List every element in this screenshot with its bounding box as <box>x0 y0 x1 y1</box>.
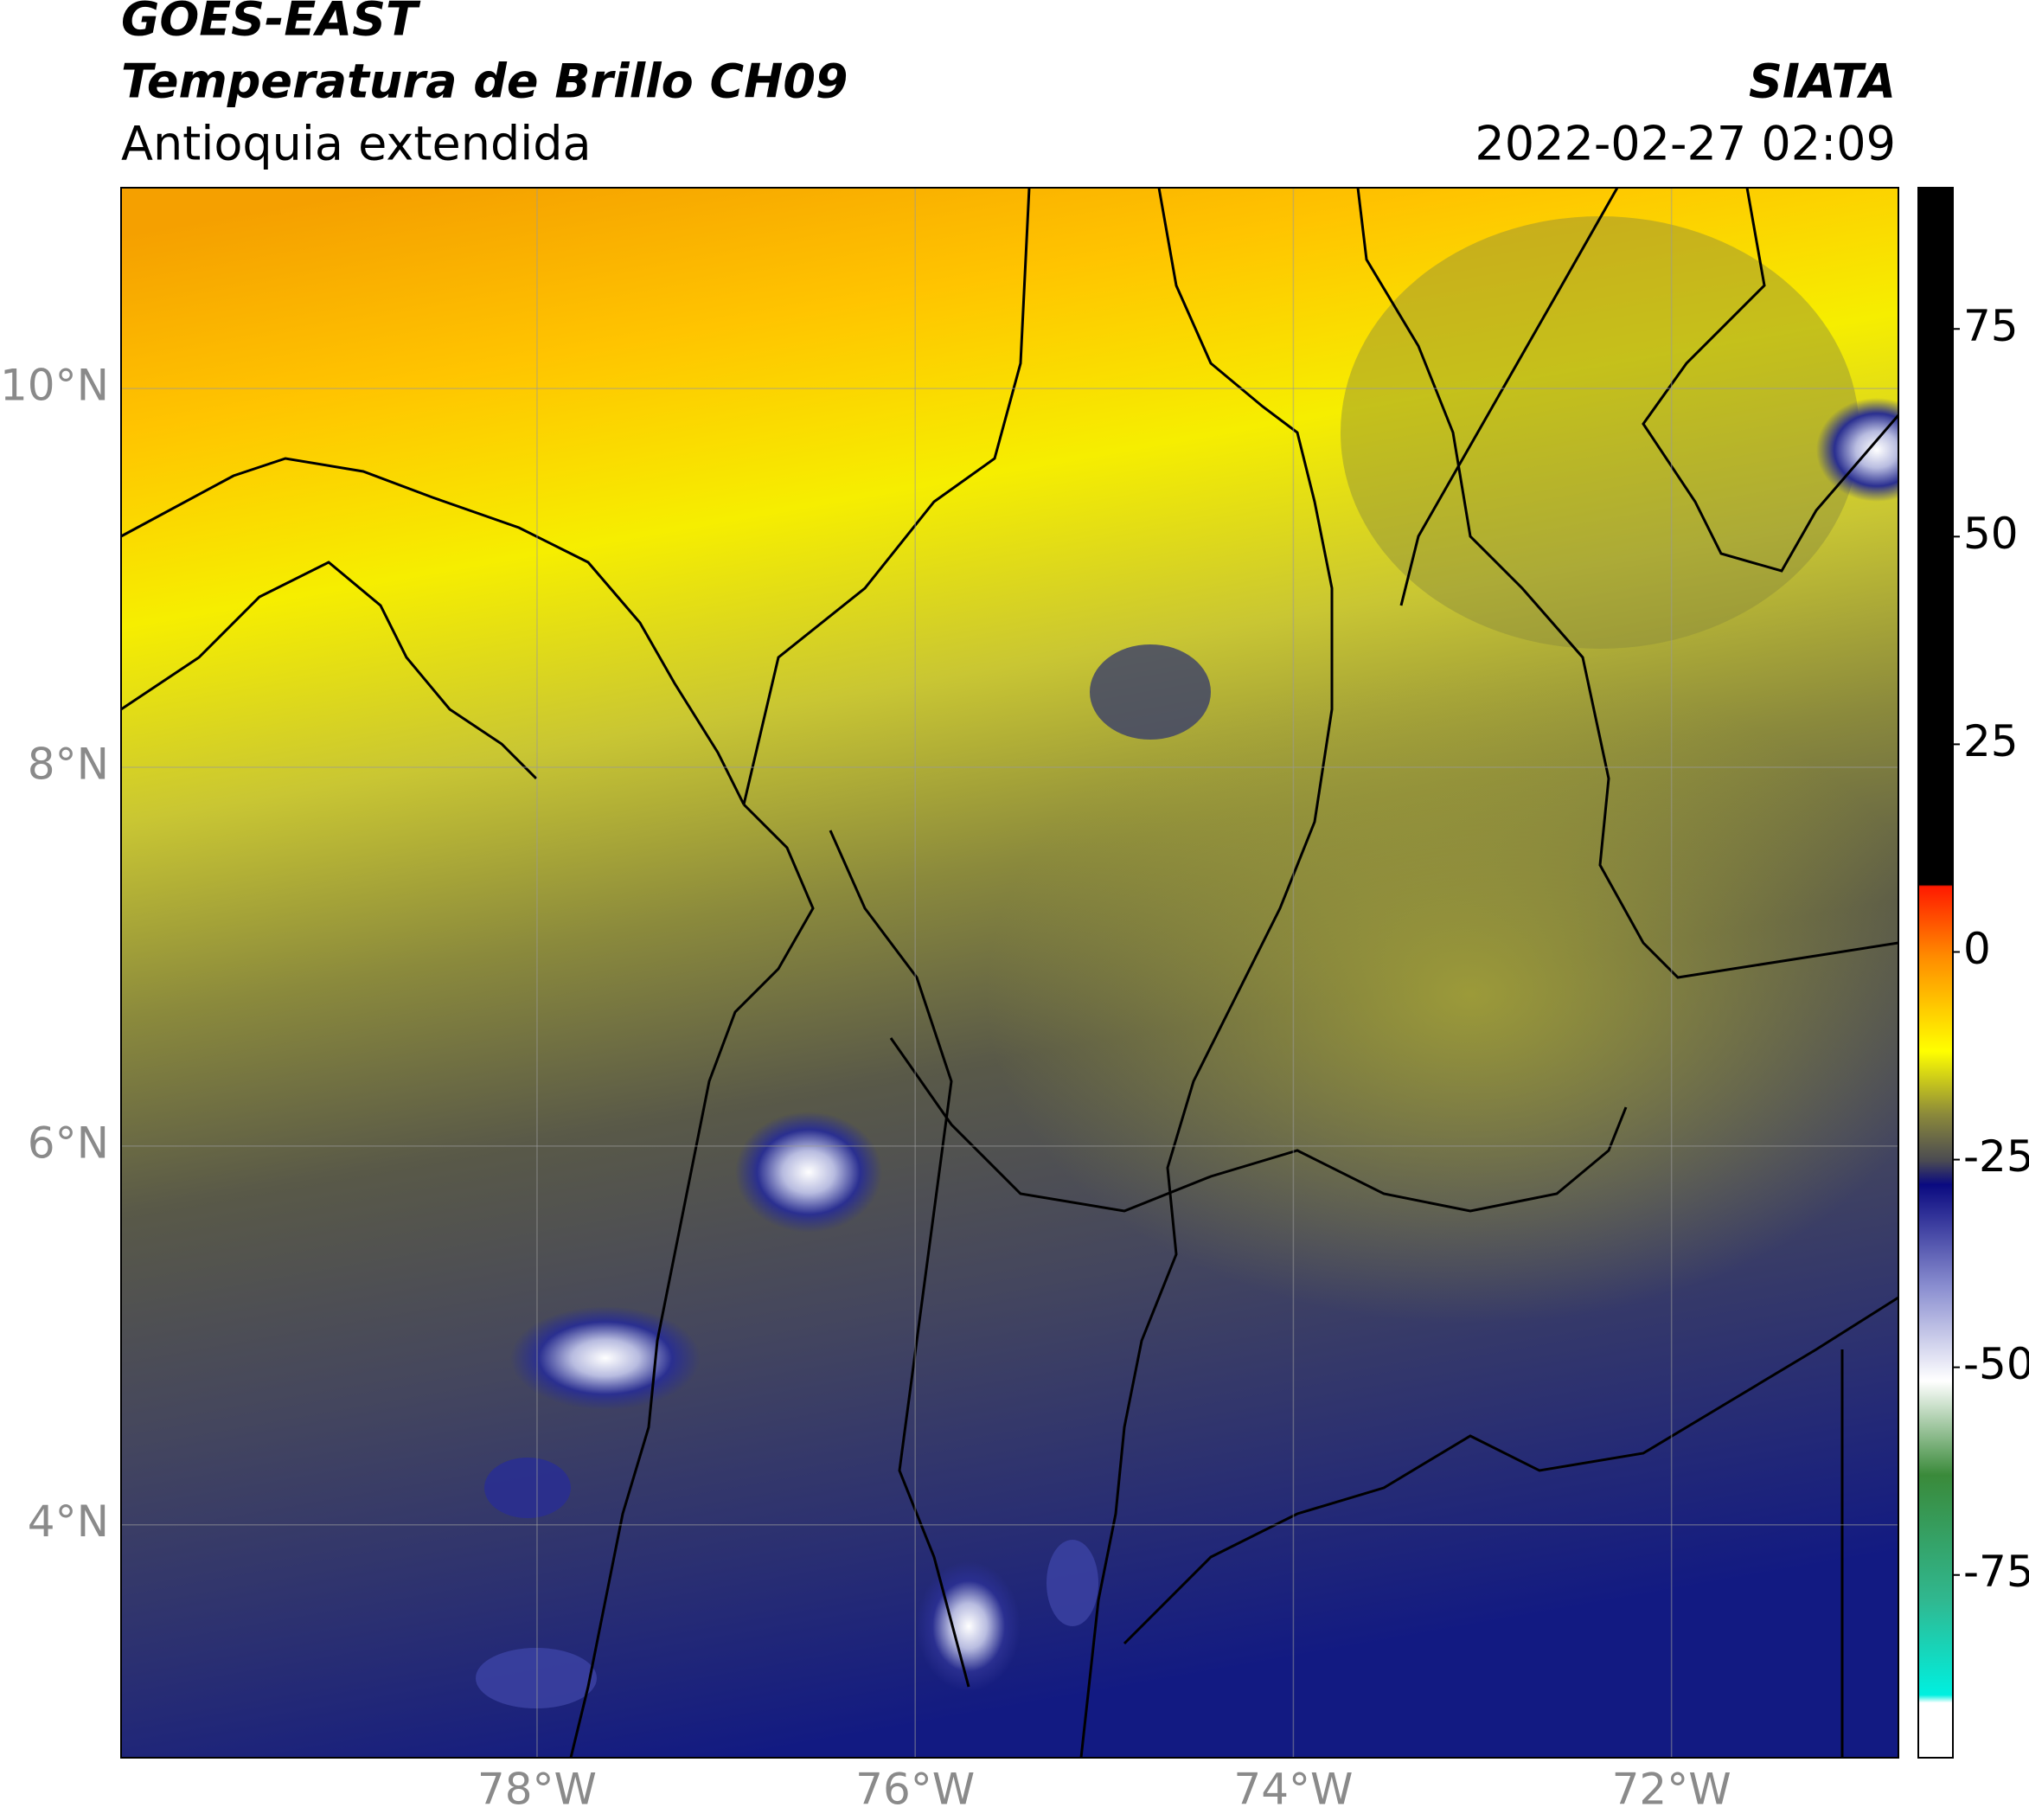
cold-cell <box>1090 644 1211 740</box>
source: SIATA <box>1749 54 1896 109</box>
y-tick-label: 6°N <box>28 1118 109 1168</box>
colorbar-tick-label: -25 <box>1963 1131 2029 1182</box>
boundary <box>1356 188 1898 979</box>
boundary <box>1642 188 1898 573</box>
x-tick-label: 78°W <box>477 1765 597 1815</box>
region: Antioquia extendida <box>121 117 592 171</box>
colorbar <box>1917 187 1954 1759</box>
coastline <box>121 561 538 780</box>
borders <box>121 188 1898 1758</box>
warm-region <box>1341 216 1859 649</box>
boundary <box>829 830 970 1688</box>
coastline <box>742 188 1031 805</box>
cold-cell <box>476 1648 597 1708</box>
map-image <box>121 188 1898 1758</box>
x-tick-label: 72°W <box>1612 1765 1731 1815</box>
cold-cell <box>1816 398 1898 502</box>
colorbar-tick-label: -75 <box>1963 1547 2029 1597</box>
colorbar-tick-label: 50 <box>1963 509 2019 559</box>
cold-cell <box>484 1458 571 1518</box>
title: GOES-EAST <box>121 0 421 47</box>
timestamp: 2022-02-27 02:09 <box>1475 117 1896 171</box>
graticule <box>121 188 1898 1758</box>
boundary <box>1399 188 1619 606</box>
cold-cell <box>917 1561 1021 1691</box>
colorbar-tick-label: 75 <box>1963 301 2019 351</box>
cold-cell <box>510 1306 701 1410</box>
warm-region <box>986 666 1898 1323</box>
subtitle: Temperatura de Brillo CH09 <box>121 54 848 109</box>
colorbar-tick-label: -50 <box>1963 1339 2029 1389</box>
y-tick-label: 8°N <box>28 739 109 789</box>
cold-cell <box>1047 1540 1098 1626</box>
y-tick-label: 10°N <box>0 361 109 411</box>
x-tick-label: 76°W <box>855 1765 975 1815</box>
cold-cell <box>735 1112 882 1233</box>
colorbar-tick-label: 25 <box>1963 716 2019 766</box>
boundary <box>1123 1296 1898 1645</box>
boundary <box>889 1037 1628 1213</box>
y-tick-label: 4°N <box>28 1496 109 1547</box>
map-frame <box>120 187 1899 1759</box>
colorbar-tick-label: 0 <box>1963 924 1991 974</box>
coastline <box>121 457 746 805</box>
x-tick-label: 74°W <box>1233 1765 1353 1815</box>
boundary <box>1079 188 1334 1758</box>
coastline <box>569 803 815 1758</box>
